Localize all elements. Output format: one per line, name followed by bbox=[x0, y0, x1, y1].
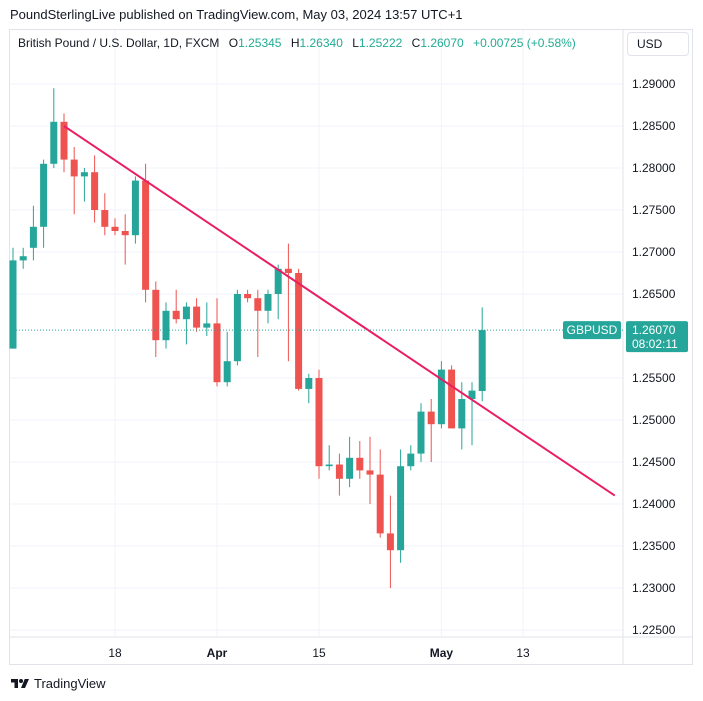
candle-body bbox=[40, 163, 48, 227]
candle-body bbox=[182, 306, 190, 320]
candle-body bbox=[162, 310, 170, 341]
legend-open-value: 1.25345 bbox=[238, 36, 282, 50]
candle-body bbox=[386, 533, 394, 551]
candle-body bbox=[437, 369, 445, 425]
candle-body bbox=[213, 323, 221, 383]
candle-body bbox=[131, 180, 139, 236]
y-tick-label: 1.23500 bbox=[632, 539, 676, 553]
trendline bbox=[63, 125, 616, 497]
y-tick-label: 1.23000 bbox=[632, 581, 676, 595]
candle-body bbox=[19, 256, 27, 261]
candle-body bbox=[233, 294, 241, 362]
candle-body bbox=[397, 466, 405, 551]
candle-body bbox=[203, 323, 211, 328]
candle-body bbox=[101, 210, 109, 227]
candle-body bbox=[417, 411, 425, 454]
candle-body bbox=[152, 289, 160, 341]
y-tick-label: 1.24000 bbox=[632, 497, 676, 511]
candle-body bbox=[111, 226, 119, 231]
candle-body bbox=[366, 470, 374, 475]
candle-body bbox=[315, 378, 323, 467]
legend-low-value: 1.25222 bbox=[358, 36, 403, 50]
y-tick-label: 1.25000 bbox=[632, 413, 676, 427]
candle-body bbox=[91, 172, 99, 210]
legend-high-value: 1.26340 bbox=[299, 36, 343, 50]
candle-body bbox=[305, 378, 313, 389]
chart-legend: British Pound / U.S. Dollar, 1D, FXCM O1… bbox=[18, 36, 576, 50]
y-tick-label: 1.22500 bbox=[632, 623, 676, 637]
y-tick-label: 1.27500 bbox=[632, 203, 676, 217]
x-tick-label: Apr bbox=[207, 646, 228, 660]
y-tick-label: 1.25500 bbox=[632, 371, 676, 385]
x-tick-label: May bbox=[430, 646, 454, 660]
candle-body bbox=[172, 310, 180, 320]
y-tick-label: 1.24500 bbox=[632, 455, 676, 469]
symbol-tag-label: GBPUSD bbox=[567, 323, 618, 337]
price-tag-value: 1.26070 bbox=[632, 323, 676, 337]
candle-body bbox=[223, 361, 231, 383]
candle-body bbox=[468, 390, 476, 399]
legend-high-label: H bbox=[290, 36, 300, 50]
candle-body bbox=[376, 474, 384, 534]
x-tick-label: 18 bbox=[108, 646, 122, 660]
candle-body bbox=[478, 330, 486, 392]
currency-button[interactable]: USD bbox=[627, 32, 689, 56]
candle-body bbox=[193, 306, 201, 328]
tradingview-logo[interactable]: TradingView bbox=[10, 676, 106, 691]
candle-body bbox=[264, 294, 272, 311]
legend-change: +0.00725 (+0.58%) bbox=[473, 36, 576, 50]
candle-body bbox=[9, 260, 17, 349]
symbol-tag bbox=[563, 321, 621, 340]
candle-body bbox=[346, 457, 354, 479]
candle-body bbox=[295, 273, 303, 389]
legend-close-value: 1.26070 bbox=[420, 36, 464, 50]
y-tick-label: 1.28000 bbox=[632, 161, 676, 175]
price-tag-countdown: 08:02:11 bbox=[632, 337, 678, 351]
x-tick-label: 13 bbox=[516, 646, 530, 660]
tradingview-brand: TradingView bbox=[34, 676, 106, 691]
candle-body bbox=[325, 464, 333, 467]
legend-close-label: C bbox=[411, 36, 421, 50]
candle-body bbox=[407, 453, 415, 467]
candle-body bbox=[274, 268, 282, 294]
legend-low-label: L bbox=[352, 36, 359, 50]
candle-body bbox=[427, 411, 435, 425]
y-tick-label: 1.27000 bbox=[632, 245, 676, 259]
candle-body bbox=[458, 399, 466, 429]
y-tick-label: 1.29000 bbox=[632, 77, 676, 91]
legend-open-label: O bbox=[228, 36, 239, 50]
candle-body bbox=[29, 226, 37, 248]
candle-body bbox=[244, 294, 252, 299]
publisher-attribution: PoundSterlingLive published on TradingVi… bbox=[10, 7, 463, 22]
candle-body bbox=[60, 121, 68, 160]
candle-body bbox=[448, 369, 456, 429]
candle-body bbox=[50, 121, 58, 164]
candle-body bbox=[142, 180, 150, 290]
candle-body bbox=[254, 298, 262, 311]
candle-body bbox=[121, 231, 129, 236]
candle-body bbox=[356, 457, 364, 471]
candle-body bbox=[80, 172, 88, 177]
candle-body bbox=[335, 464, 343, 479]
legend-symbol: British Pound / U.S. Dollar, 1D, FXCM bbox=[18, 36, 220, 50]
y-tick-label: 1.28500 bbox=[632, 119, 676, 133]
price-tag bbox=[626, 321, 688, 353]
y-tick-label: 1.26500 bbox=[632, 287, 676, 301]
x-tick-label: 15 bbox=[312, 646, 326, 660]
candle-body bbox=[284, 268, 292, 273]
tradingview-logo-icon bbox=[11, 678, 29, 688]
candle-body bbox=[70, 159, 78, 177]
